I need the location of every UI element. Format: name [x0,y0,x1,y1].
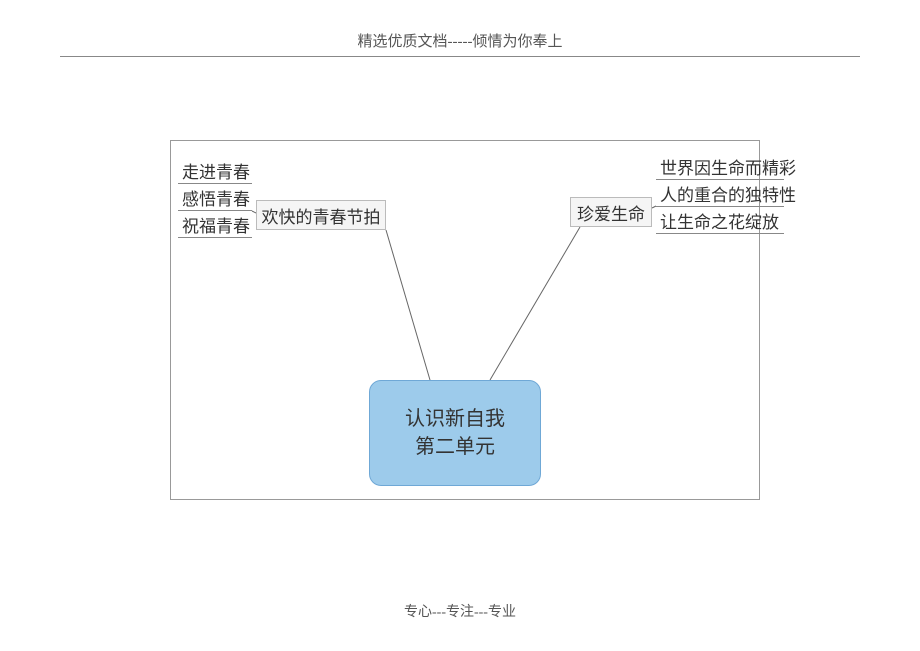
page-footer: 专心---专注---专业 [0,601,920,621]
leaf-item: 人的重合的独特性 [656,180,784,207]
header-rule [60,56,860,57]
page-header: 精选优质文档-----倾情为你奉上 [0,30,920,51]
branch-node: 欢快的青春节拍 [256,200,386,230]
leaf-item: 让生命之花绽放 [656,207,784,234]
leaf-item: 走进青春 [178,157,252,184]
leaf-group: 走进青春感悟青春祝福青春 [178,157,252,238]
branch-node: 珍爱生命 [570,197,652,227]
leaf-item: 祝福青春 [178,211,252,238]
leaf-group: 世界因生命而精彩人的重合的独特性让生命之花绽放 [656,153,784,234]
leaf-item: 感悟青春 [178,184,252,211]
leaf-item: 世界因生命而精彩 [656,153,784,180]
central-node-line1: 认识新自我 [405,405,505,433]
central-node-line2: 第二单元 [415,433,495,461]
central-node: 认识新自我第二单元 [369,380,541,486]
